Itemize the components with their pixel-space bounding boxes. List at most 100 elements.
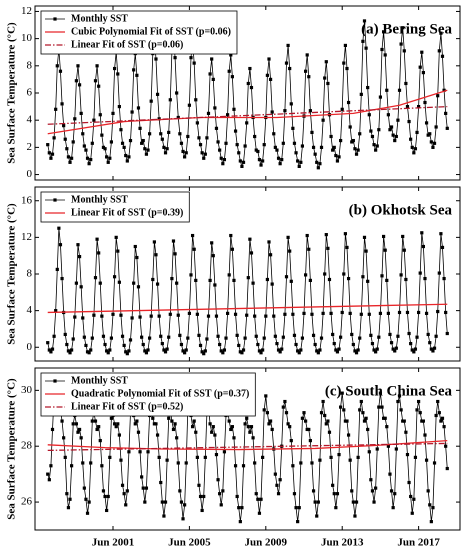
data-point — [381, 234, 386, 239]
data-point — [159, 132, 163, 136]
data-point — [230, 425, 234, 429]
data-line — [47, 228, 448, 355]
data-point — [378, 311, 383, 315]
data-point — [189, 273, 193, 277]
data-point — [254, 492, 258, 496]
data-point — [424, 121, 429, 125]
data-point — [302, 311, 306, 315]
data-point — [369, 333, 373, 337]
data-point — [440, 416, 445, 420]
data-point — [267, 57, 271, 61]
data-point — [213, 106, 217, 110]
data-point — [240, 164, 244, 169]
data-point — [402, 248, 406, 252]
data-point — [125, 489, 129, 493]
data-point — [329, 455, 333, 459]
data-point — [385, 278, 389, 283]
data-point — [292, 492, 297, 496]
data-point — [397, 88, 402, 92]
data-point — [162, 145, 166, 149]
data-point — [303, 273, 308, 277]
data-point — [248, 66, 252, 71]
data-point — [168, 312, 172, 316]
data-point — [221, 351, 225, 355]
data-point — [47, 348, 51, 352]
data-point — [135, 73, 139, 77]
data-point — [383, 248, 387, 252]
data-point — [399, 42, 403, 46]
data-point — [237, 343, 241, 348]
data-point — [444, 444, 448, 448]
data-point — [133, 422, 137, 426]
data-point — [353, 514, 357, 518]
data-point — [219, 156, 223, 160]
data-point — [313, 342, 317, 347]
data-point — [85, 511, 90, 515]
data-point — [245, 416, 249, 420]
data-point — [82, 486, 86, 490]
data-point — [232, 278, 236, 283]
data-point — [442, 88, 446, 92]
data-point — [226, 311, 230, 315]
y-tick-label: 8 — [27, 59, 33, 71]
data-point — [221, 162, 225, 166]
data-point — [381, 30, 386, 34]
legend-frame — [40, 191, 190, 223]
data-point — [213, 433, 217, 437]
data-point — [288, 249, 292, 253]
data-point — [405, 104, 410, 109]
data-point — [307, 247, 311, 251]
data-point — [101, 489, 106, 493]
data-point — [394, 134, 398, 139]
data-point — [240, 506, 244, 510]
data-point — [375, 347, 379, 351]
data-point — [429, 520, 433, 524]
data-point — [275, 483, 279, 487]
data-point — [404, 430, 408, 434]
data-point — [103, 342, 107, 347]
data-point — [257, 511, 262, 515]
data-point — [155, 282, 160, 286]
data-point — [65, 492, 69, 496]
data-point — [205, 337, 209, 341]
data-point — [276, 156, 281, 160]
data-point — [106, 351, 110, 355]
data-point — [321, 399, 325, 404]
data-point — [143, 147, 147, 151]
data-point — [141, 342, 145, 347]
data-point — [109, 416, 114, 420]
data-point — [335, 350, 340, 354]
data-point — [340, 310, 344, 315]
data-point — [286, 43, 290, 48]
data-point — [374, 486, 378, 490]
data-point — [380, 274, 384, 278]
data-point — [372, 500, 376, 504]
data-point — [227, 69, 231, 73]
data-point — [388, 128, 392, 132]
data-point — [62, 436, 66, 440]
data-point — [276, 348, 281, 352]
data-point — [377, 335, 381, 339]
data-point — [380, 47, 384, 52]
data-point — [311, 333, 316, 337]
data-point — [284, 61, 289, 65]
data-point — [417, 399, 421, 404]
data-point — [127, 450, 131, 454]
data-point — [124, 350, 128, 354]
data-point — [377, 405, 381, 409]
data-point — [130, 316, 134, 320]
data-point — [339, 335, 343, 339]
data-point — [311, 489, 316, 493]
data-point — [417, 310, 421, 315]
data-point — [98, 439, 102, 443]
data-point — [377, 128, 381, 132]
data-point — [54, 309, 58, 313]
data-point — [224, 336, 228, 340]
data-point — [192, 419, 196, 423]
data-point — [259, 351, 263, 355]
data-point — [380, 405, 384, 409]
data-point — [299, 160, 303, 164]
data-point — [58, 69, 63, 73]
data-point — [74, 281, 78, 285]
data-point — [345, 66, 349, 71]
